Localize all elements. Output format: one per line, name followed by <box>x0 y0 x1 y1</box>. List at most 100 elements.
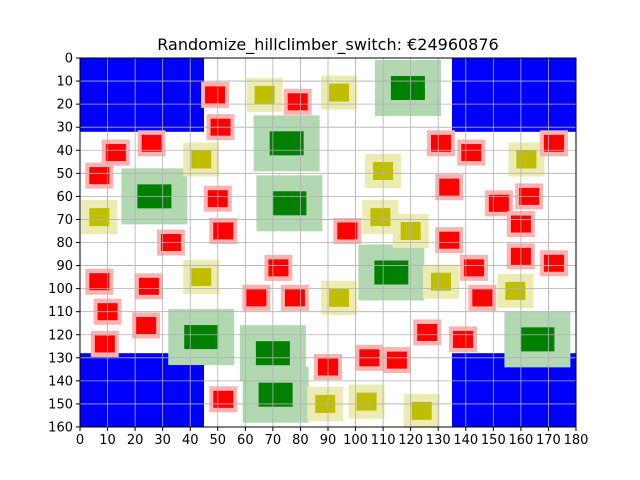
medium-piece <box>183 142 220 177</box>
small-piece-core <box>453 330 474 348</box>
small-piece-core <box>461 144 482 162</box>
plot-area <box>79 57 577 428</box>
y-tick-label: 140 <box>48 374 73 389</box>
small-piece-core <box>136 317 157 335</box>
x-tick-label: 170 <box>536 433 561 448</box>
small-piece <box>333 217 362 244</box>
small-piece <box>449 326 478 353</box>
corner-zone <box>80 58 204 132</box>
small-piece-core <box>337 222 358 240</box>
small-piece <box>134 273 163 300</box>
x-tick-label: 120 <box>398 433 423 448</box>
corner-zone <box>452 58 576 132</box>
x-tick-label: 180 <box>564 433 589 448</box>
small-piece <box>85 268 114 295</box>
small-piece <box>101 139 130 166</box>
small-piece-core <box>105 144 126 162</box>
small-piece-core <box>386 351 407 369</box>
small-piece-core <box>430 134 451 152</box>
x-tick-label: 40 <box>182 433 199 448</box>
large-piece <box>168 309 235 366</box>
small-piece <box>85 162 114 189</box>
small-piece <box>468 284 497 311</box>
medium-piece-core <box>356 392 377 411</box>
large-piece-core <box>374 260 409 285</box>
y-tick-label: 40 <box>56 144 73 159</box>
small-piece <box>264 254 293 281</box>
small-piece-core <box>472 289 493 307</box>
small-piece-core <box>284 289 305 307</box>
medium-piece-core <box>516 150 537 169</box>
small-piece-core <box>246 289 267 307</box>
medium-piece <box>508 142 545 177</box>
y-axis: 0 10 20 30 40 50 60 70 80 90 100 110 120 130 140 150 160 <box>48 52 80 436</box>
y-tick-label: 70 <box>56 213 73 228</box>
y-tick-label: 10 <box>56 75 73 90</box>
small-piece <box>242 284 271 311</box>
medium-piece-core <box>89 208 110 227</box>
x-tick-label: 30 <box>154 433 171 448</box>
x-tick-label: 10 <box>99 433 116 448</box>
small-piece <box>283 88 312 115</box>
large-piece-core <box>258 382 293 407</box>
medium-piece-core <box>329 83 350 102</box>
medium-piece-core <box>505 281 526 300</box>
large-piece-core <box>390 75 425 100</box>
small-piece-core <box>439 231 460 249</box>
large-piece <box>242 366 309 423</box>
small-piece-core <box>141 134 162 152</box>
small-piece-core <box>417 323 438 341</box>
large-piece <box>374 59 441 116</box>
small-piece-core <box>89 167 110 185</box>
small-piece-core <box>89 273 110 291</box>
x-tick-label: 60 <box>237 433 254 448</box>
y-tick-label: 0 <box>65 52 73 67</box>
small-piece-core <box>94 335 115 353</box>
x-tick-label: 150 <box>481 433 506 448</box>
small-piece-core <box>213 222 234 240</box>
large-piece-core <box>520 327 555 352</box>
y-tick-label: 160 <box>48 421 73 436</box>
small-piece-core <box>543 254 564 272</box>
x-tick-label: 100 <box>343 433 368 448</box>
y-tick-label: 80 <box>56 236 73 251</box>
y-tick-label: 120 <box>48 328 73 343</box>
medium-piece <box>422 264 459 299</box>
large-piece-core <box>184 325 219 350</box>
small-piece <box>280 284 309 311</box>
x-tick-label: 130 <box>426 433 451 448</box>
x-tick-label: 0 <box>76 433 84 448</box>
small-piece-core <box>138 277 159 295</box>
y-tick-label: 100 <box>48 282 73 297</box>
small-piece <box>435 174 464 201</box>
medium-piece <box>81 200 118 235</box>
small-piece <box>413 319 442 346</box>
small-piece <box>209 217 238 244</box>
y-tick-label: 20 <box>56 98 73 113</box>
small-piece-core <box>205 86 226 104</box>
medium-piece <box>497 273 534 308</box>
y-tick-label: 150 <box>48 397 73 412</box>
large-piece-core <box>269 131 304 156</box>
medium-piece-core <box>370 208 391 227</box>
small-piece <box>457 139 486 166</box>
y-tick-label: 60 <box>56 190 73 205</box>
medium-piece-core <box>254 85 275 104</box>
medium-piece-core <box>191 150 212 169</box>
large-piece <box>256 175 323 232</box>
y-tick-label: 50 <box>56 167 73 182</box>
corner-zone <box>80 353 204 427</box>
medium-piece-core <box>191 268 212 287</box>
y-tick-label: 90 <box>56 259 73 274</box>
small-piece-core <box>543 134 564 152</box>
x-tick-label: 90 <box>320 433 337 448</box>
small-piece <box>539 250 568 277</box>
large-piece-core <box>272 191 307 216</box>
small-piece <box>137 130 166 157</box>
small-piece <box>460 254 489 281</box>
small-piece <box>201 81 230 108</box>
small-piece <box>90 330 119 357</box>
medium-piece <box>403 393 440 428</box>
medium-piece-core <box>430 272 451 291</box>
